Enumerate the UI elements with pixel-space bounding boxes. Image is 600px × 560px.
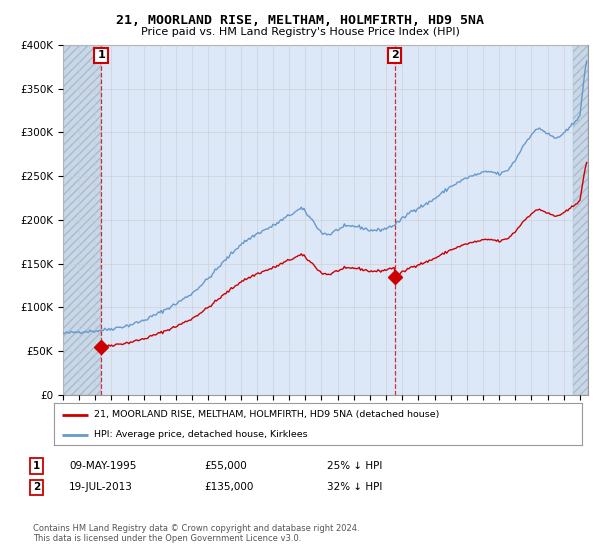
Text: Contains HM Land Registry data © Crown copyright and database right 2024.
This d: Contains HM Land Registry data © Crown c… (33, 524, 359, 543)
Text: 25% ↓ HPI: 25% ↓ HPI (327, 461, 382, 471)
Text: 09-MAY-1995: 09-MAY-1995 (69, 461, 136, 471)
Text: 19-JUL-2013: 19-JUL-2013 (69, 482, 133, 492)
Text: 2: 2 (33, 482, 40, 492)
Text: 1: 1 (33, 461, 40, 471)
Text: £135,000: £135,000 (204, 482, 253, 492)
Text: 32% ↓ HPI: 32% ↓ HPI (327, 482, 382, 492)
Bar (573, 45, 588, 395)
Text: 1: 1 (97, 50, 105, 60)
Bar (63, 45, 101, 395)
Text: HPI: Average price, detached house, Kirklees: HPI: Average price, detached house, Kirk… (94, 430, 307, 439)
Text: 21, MOORLAND RISE, MELTHAM, HOLMFIRTH, HD9 5NA (detached house): 21, MOORLAND RISE, MELTHAM, HOLMFIRTH, H… (94, 410, 439, 419)
Text: Price paid vs. HM Land Registry's House Price Index (HPI): Price paid vs. HM Land Registry's House … (140, 27, 460, 37)
Text: £55,000: £55,000 (204, 461, 247, 471)
Text: 21, MOORLAND RISE, MELTHAM, HOLMFIRTH, HD9 5NA: 21, MOORLAND RISE, MELTHAM, HOLMFIRTH, H… (116, 14, 484, 27)
Text: 2: 2 (391, 50, 398, 60)
